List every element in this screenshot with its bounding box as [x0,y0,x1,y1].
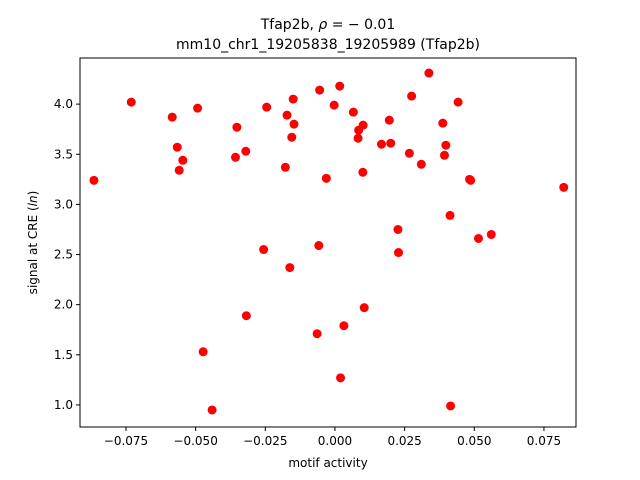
y-tick-label-5: 3.0 [54,197,73,211]
x-tick-label-2: −0.050 [173,434,217,448]
x-tick-label-4: 0.000 [318,434,352,448]
data-point-2 [126,97,136,107]
data-point-36 [377,139,387,149]
data-point-40 [393,248,403,258]
data-point-42 [407,91,417,101]
x-tick-label-1: −0.075 [104,434,148,448]
data-point-6 [178,155,188,165]
data-point-31 [353,133,363,143]
y-axis-ticks: 1.0 1.5 2.0 2.5 3.0 3.5 4.0 [54,97,80,412]
data-point-4 [172,142,182,152]
y-tick-label-4: 2.5 [54,248,73,262]
y-tick-label-1: 1.0 [54,398,73,412]
data-point-46 [439,150,449,160]
data-point-52 [466,175,476,185]
data-point-28 [336,373,346,383]
data-point-19 [287,132,297,142]
data-point-54 [486,229,496,239]
data-point-50 [453,97,463,107]
data-point-44 [424,68,434,78]
data-point-53 [473,233,483,243]
x-tick-label-6: 0.050 [457,434,491,448]
y-axis-label: signal at CRE (ln) [26,191,40,295]
data-point-24 [315,85,325,95]
data-point-14 [259,245,269,255]
data-point-1 [89,175,99,185]
data-point-38 [386,138,396,148]
data-point-29 [339,321,349,331]
data-point-25 [321,173,331,183]
data-point-15 [262,102,272,112]
data-point-10 [230,152,240,162]
data-point-11 [232,122,242,132]
chart-title-line1: Tfap2b, ρ = − 0.01 [260,17,396,33]
y-tick-label-2: 1.5 [54,348,73,362]
x-tick-label-5: 0.025 [387,434,421,448]
data-point-48 [445,210,455,220]
data-point-37 [384,115,394,125]
x-tick-label-7: 0.075 [527,434,561,448]
data-point-23 [314,241,324,251]
data-point-43 [416,159,426,169]
data-point-39 [393,224,403,234]
data-point-7 [193,103,203,113]
data-point-3 [167,112,177,122]
data-point-12 [241,146,251,156]
data-point-35 [359,303,369,313]
y-tick-label-3: 2.0 [54,298,73,312]
data-point-13 [241,311,251,321]
data-point-47 [441,140,451,150]
data-point-49 [446,401,456,411]
data-point-18 [285,263,295,273]
data-point-27 [335,81,345,91]
data-point-9 [207,405,217,415]
data-point-8 [198,347,208,357]
y-tick-label-6: 3.5 [54,147,73,161]
data-point-5 [174,165,184,175]
x-axis-label: motif activity [288,456,367,470]
data-points [89,68,569,415]
data-point-33 [358,167,368,177]
chart-title-line2: mm10_chr1_19205838_19205989 (Tfap2b) [176,37,480,53]
data-point-55 [559,182,569,192]
y-tick-label-7: 4.0 [54,97,73,111]
data-point-41 [404,148,414,158]
data-point-16 [280,162,290,172]
data-point-21 [289,119,299,129]
data-point-26 [329,100,339,110]
data-point-17 [282,110,292,120]
data-point-20 [288,94,298,104]
plot-frame [79,57,577,428]
data-point-34 [358,120,368,130]
data-point-30 [348,107,358,117]
data-point-22 [312,329,322,339]
x-tick-label-3: −0.025 [243,434,287,448]
data-point-45 [438,118,448,128]
x-axis-ticks: −0.075 −0.050 −0.025 0.000 0.025 0.050 0.075 [104,427,561,448]
